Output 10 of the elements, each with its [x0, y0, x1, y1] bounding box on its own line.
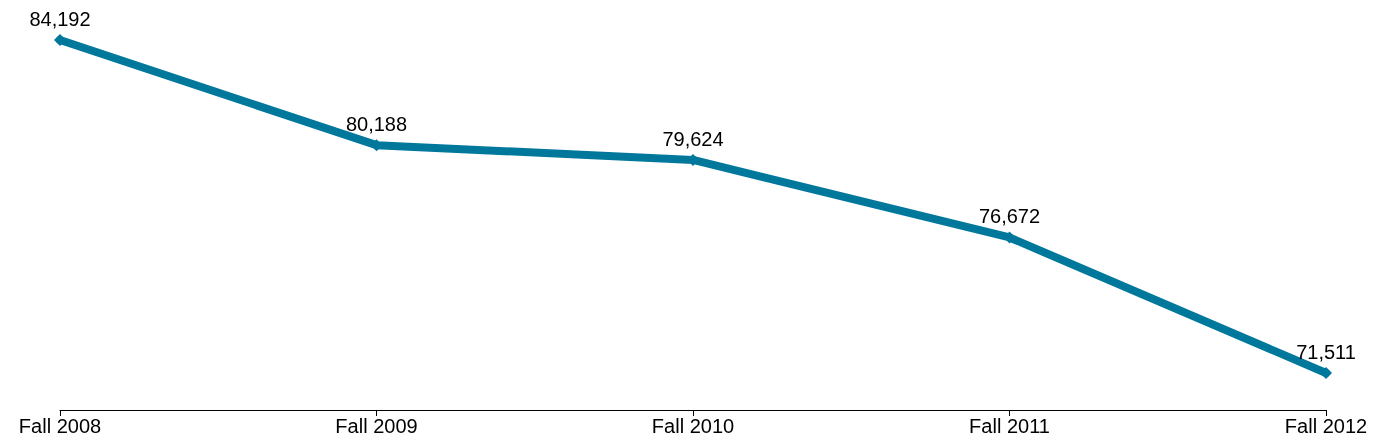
data-label: 80,188	[345, 113, 408, 136]
data-label: 71,511	[1296, 341, 1356, 363]
data-label: 79,624	[662, 127, 724, 150]
data-label: 84,192	[29, 8, 91, 30]
data-label: 76,672	[978, 205, 1041, 228]
x-tick-label: Fall 2009	[335, 415, 418, 437]
x-tick-label: Fall 2011	[969, 415, 1050, 437]
x-tick-label: Fall 2008	[18, 415, 102, 437]
x-tick-label: Fall 2012	[1284, 415, 1368, 437]
x-tick-label: Fall 2010	[651, 415, 735, 437]
